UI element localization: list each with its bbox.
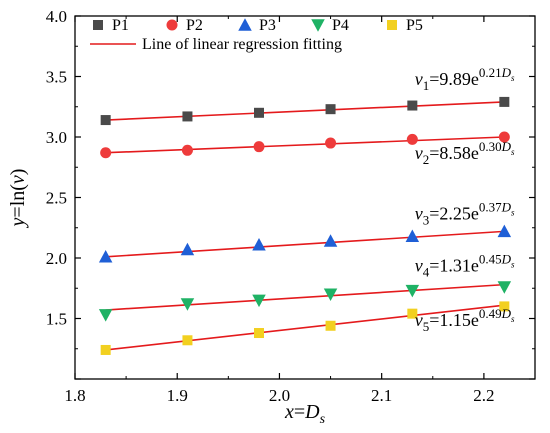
data-point-p5 xyxy=(100,344,111,355)
data-markers xyxy=(98,96,512,355)
data-point-p1 xyxy=(407,100,418,111)
data-point-p3 xyxy=(98,250,113,263)
x-tick-label: 1.8 xyxy=(64,386,85,405)
legend-label-p1: P1 xyxy=(112,17,129,34)
legend: P1 P2 P3 P4 P5 Line of linear regression fitt… xyxy=(90,17,423,53)
regression-lines xyxy=(105,101,505,351)
data-point-p4 xyxy=(252,294,266,308)
axis-labels: x=Ds y=ln(v) xyxy=(7,169,326,427)
y-tick-label: 3.5 xyxy=(46,68,67,87)
data-point-p4 xyxy=(323,288,338,302)
legend-label-p4: P4 xyxy=(332,17,349,34)
data-point-p5 xyxy=(499,301,510,312)
x-tick-label: 2.0 xyxy=(269,386,290,405)
data-point-p4 xyxy=(405,284,420,298)
data-point-p1 xyxy=(100,115,111,126)
data-point-p3 xyxy=(405,229,420,242)
equation-annotations: v1=9.89e0.21Ds v2=8.58e0.30Ds v3=2.25e0.37… xyxy=(415,65,515,334)
equation-annotation: v1=9.89e0.21Ds xyxy=(415,65,515,93)
equation-annotation: v4=1.31e0.45Ds xyxy=(415,251,515,279)
y-tick-label: 1.5 xyxy=(46,310,67,329)
data-point-p3 xyxy=(497,224,512,238)
data-point-p5 xyxy=(182,335,193,346)
data-point-p1 xyxy=(182,111,193,122)
legend-label-fit: Line of linear regression fitting xyxy=(142,36,342,53)
regression-line-p1 xyxy=(105,101,505,121)
data-point-p5 xyxy=(325,320,336,331)
data-point-p5 xyxy=(407,308,418,319)
y-axis-label: y=ln(v) xyxy=(7,169,29,229)
legend-label-p2: P2 xyxy=(186,17,203,34)
legend-marker-p4 xyxy=(311,19,325,32)
data-point-p3 xyxy=(323,234,338,247)
legend-marker-p3 xyxy=(238,18,252,31)
data-point-p3 xyxy=(252,237,266,251)
equation-annotation: v2=8.58e0.30Ds xyxy=(415,139,515,167)
data-point-p4 xyxy=(98,309,113,322)
equation-annotation: v5=1.15e0.49Ds xyxy=(415,306,515,334)
y-tick-label: 2.5 xyxy=(46,189,67,208)
data-point-p5 xyxy=(254,328,264,339)
legend-marker-p1 xyxy=(93,20,103,30)
equation-annotation: v3=2.25e0.37Ds xyxy=(415,199,515,227)
legend-label-p3: P3 xyxy=(259,17,276,34)
legend-label-p5: P5 xyxy=(406,17,423,34)
regression-line-p4 xyxy=(105,283,505,311)
data-point-p1 xyxy=(499,96,510,107)
data-point-p4 xyxy=(180,298,195,311)
x-tick-label: 2.2 xyxy=(473,386,494,405)
legend-marker-p2 xyxy=(166,19,178,31)
y-tick-label: 2.0 xyxy=(46,249,67,268)
data-point-p2 xyxy=(253,141,265,153)
data-point-p3 xyxy=(180,242,195,256)
axis-ticks: 1.8 1.9 2.0 2.1 2.2 1.5 2.0 2.5 3.0 3.5 4.0 xyxy=(46,7,536,405)
data-point-p1 xyxy=(325,104,336,115)
x-axis-label: x=Ds xyxy=(284,401,326,427)
y-tick-label: 3.0 xyxy=(46,128,67,147)
data-point-p2 xyxy=(498,131,510,143)
x-tick-label: 1.9 xyxy=(167,386,188,405)
regression-line-p5 xyxy=(105,304,505,351)
data-point-p2 xyxy=(181,144,193,156)
y-tick-label: 4.0 xyxy=(46,7,67,26)
data-point-p2 xyxy=(325,137,337,149)
regression-line-p2 xyxy=(105,136,505,154)
data-point-p2 xyxy=(100,147,112,159)
data-point-p1 xyxy=(254,107,264,118)
legend-marker-p5 xyxy=(387,20,397,30)
x-tick-label: 2.1 xyxy=(371,386,392,405)
data-point-p4 xyxy=(497,281,512,294)
data-point-p2 xyxy=(406,133,418,145)
regression-line-p3 xyxy=(105,230,505,258)
